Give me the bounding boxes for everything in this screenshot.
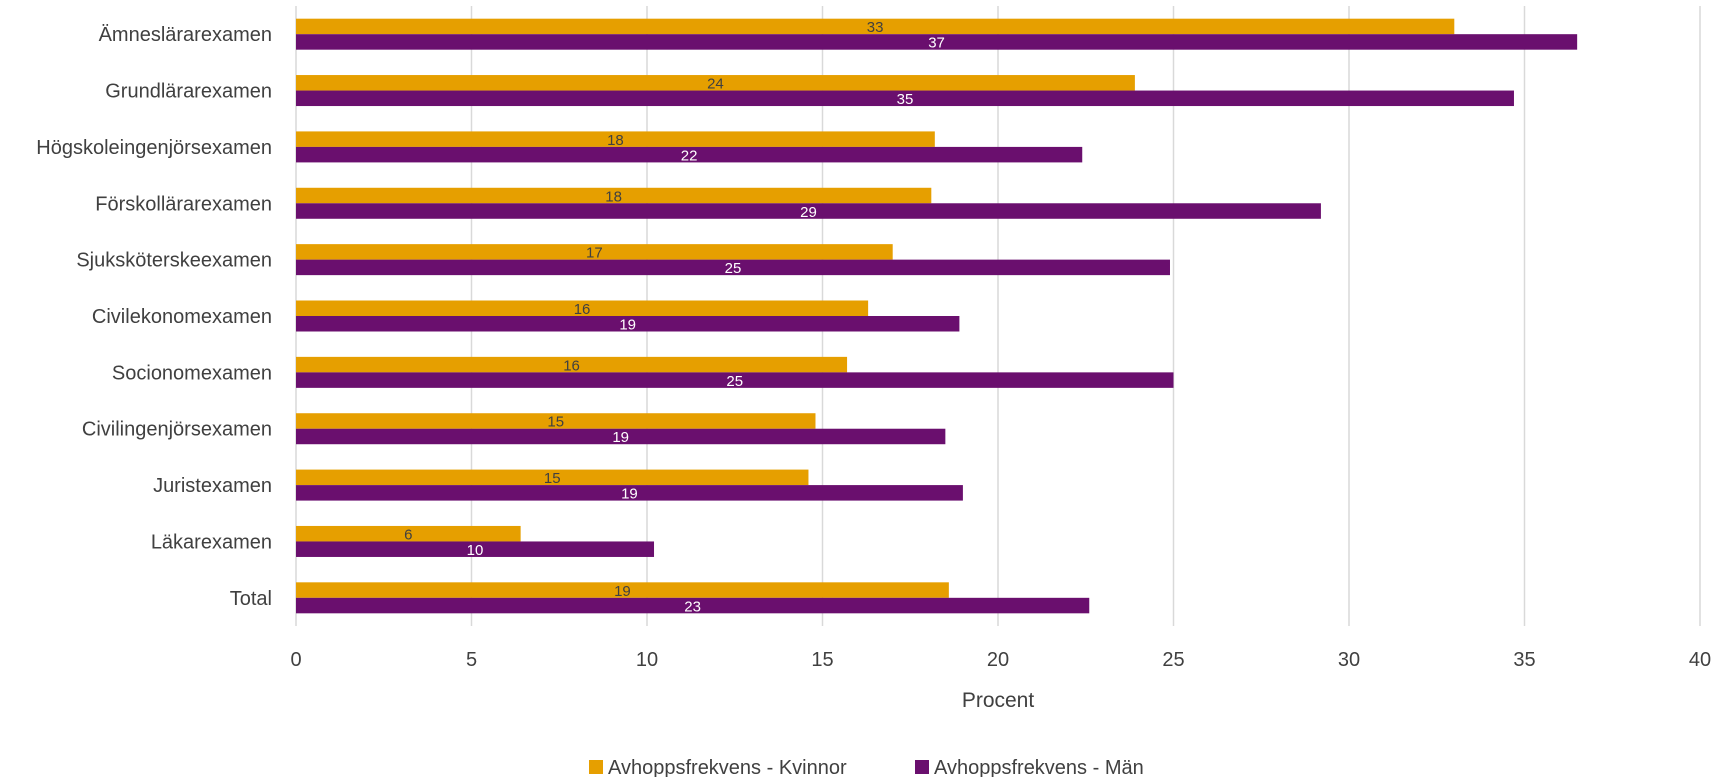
data-label: 19 bbox=[619, 317, 636, 334]
x-tick-label: 5 bbox=[466, 649, 477, 671]
category-label: Juristexamen bbox=[153, 475, 272, 497]
data-label: 19 bbox=[612, 429, 629, 446]
category-labels: Ämneslärarexamen Grundlärarexamen Högskole… bbox=[36, 24, 272, 610]
bar bbox=[296, 300, 869, 316]
bar bbox=[296, 187, 932, 204]
data-label: 18 bbox=[607, 132, 624, 149]
data-label: 6 bbox=[404, 526, 412, 543]
data-label: 18 bbox=[605, 188, 622, 205]
data-label: 16 bbox=[563, 357, 580, 374]
bar bbox=[296, 244, 893, 260]
x-tick-label: 30 bbox=[1338, 649, 1360, 671]
bar bbox=[296, 413, 816, 429]
bar bbox=[296, 146, 1083, 163]
data-label: 17 bbox=[586, 245, 603, 262]
bar bbox=[296, 597, 1090, 614]
bar bbox=[296, 90, 1514, 107]
bar bbox=[296, 18, 1455, 35]
data-label: 37 bbox=[928, 35, 945, 52]
data-label: 15 bbox=[544, 470, 561, 487]
data-label: 22 bbox=[681, 147, 698, 164]
bar bbox=[296, 34, 1578, 50]
category-label: Högskoleingenjörsexamen bbox=[36, 137, 272, 159]
data-label: 24 bbox=[707, 76, 724, 93]
data-label: 25 bbox=[725, 260, 742, 277]
data-labels: 33 37 24 35 18 22 18 29 17 25 16 19 16 25 15 19 15 19 6 10 1… bbox=[404, 19, 945, 615]
bar bbox=[296, 203, 1321, 219]
x-tick-label: 35 bbox=[1513, 649, 1535, 671]
data-label: 25 bbox=[726, 373, 743, 390]
legend-swatch bbox=[915, 760, 929, 774]
data-label: 19 bbox=[621, 486, 638, 503]
category-label: Civilekonomexamen bbox=[92, 306, 272, 328]
category-label: Ämneslärarexamen bbox=[99, 24, 272, 46]
x-tick-label: 25 bbox=[1162, 649, 1184, 671]
category-label: Civilingenjörsexamen bbox=[82, 419, 272, 441]
data-label: 33 bbox=[867, 19, 884, 36]
data-label: 35 bbox=[897, 91, 914, 108]
legend-label: Avhoppsfrekvens - Kvinnor bbox=[608, 757, 847, 777]
bar bbox=[296, 582, 949, 598]
bar bbox=[296, 372, 1174, 388]
category-label: Läkarexamen bbox=[151, 531, 272, 553]
x-tick-labels: 0 5 10 15 20 25 30 35 40 bbox=[290, 649, 1711, 671]
category-label: Socionomexamen bbox=[112, 362, 272, 384]
bar bbox=[296, 316, 960, 332]
category-label: Sjuksköterskeexamen bbox=[76, 250, 272, 272]
data-label: 23 bbox=[684, 598, 701, 615]
data-label: 19 bbox=[614, 583, 631, 600]
x-tick-label: 20 bbox=[987, 649, 1009, 671]
category-label: Förskollärarexamen bbox=[95, 193, 272, 215]
bar bbox=[296, 75, 1135, 91]
data-label: 10 bbox=[467, 542, 484, 559]
category-label: Grundlärarexamen bbox=[105, 81, 272, 103]
data-label: 16 bbox=[574, 301, 591, 318]
gridlines bbox=[295, 6, 1701, 626]
x-tick-label: 40 bbox=[1689, 649, 1711, 671]
x-tick-label: 0 bbox=[290, 649, 301, 671]
bar bbox=[296, 469, 809, 486]
legend-swatch bbox=[589, 760, 603, 774]
bar bbox=[296, 525, 521, 542]
bar bbox=[296, 485, 963, 501]
x-axis-title: Procent bbox=[962, 689, 1035, 712]
bars bbox=[296, 18, 1578, 614]
x-tick-label: 10 bbox=[636, 649, 658, 671]
data-label: 29 bbox=[800, 204, 817, 221]
bar bbox=[296, 541, 655, 557]
bar bbox=[296, 356, 848, 373]
legend[interactable]: Avhoppsfrekvens - Kvinnor Avhoppsfrekvens… bbox=[589, 757, 1144, 777]
bar bbox=[296, 259, 1170, 276]
legend-label: Avhoppsfrekvens - Män bbox=[934, 757, 1144, 777]
bar bbox=[296, 428, 946, 445]
x-tick-label: 15 bbox=[811, 649, 833, 671]
data-label: 15 bbox=[547, 414, 564, 431]
bar bbox=[296, 131, 935, 147]
category-label: Total bbox=[230, 588, 272, 610]
